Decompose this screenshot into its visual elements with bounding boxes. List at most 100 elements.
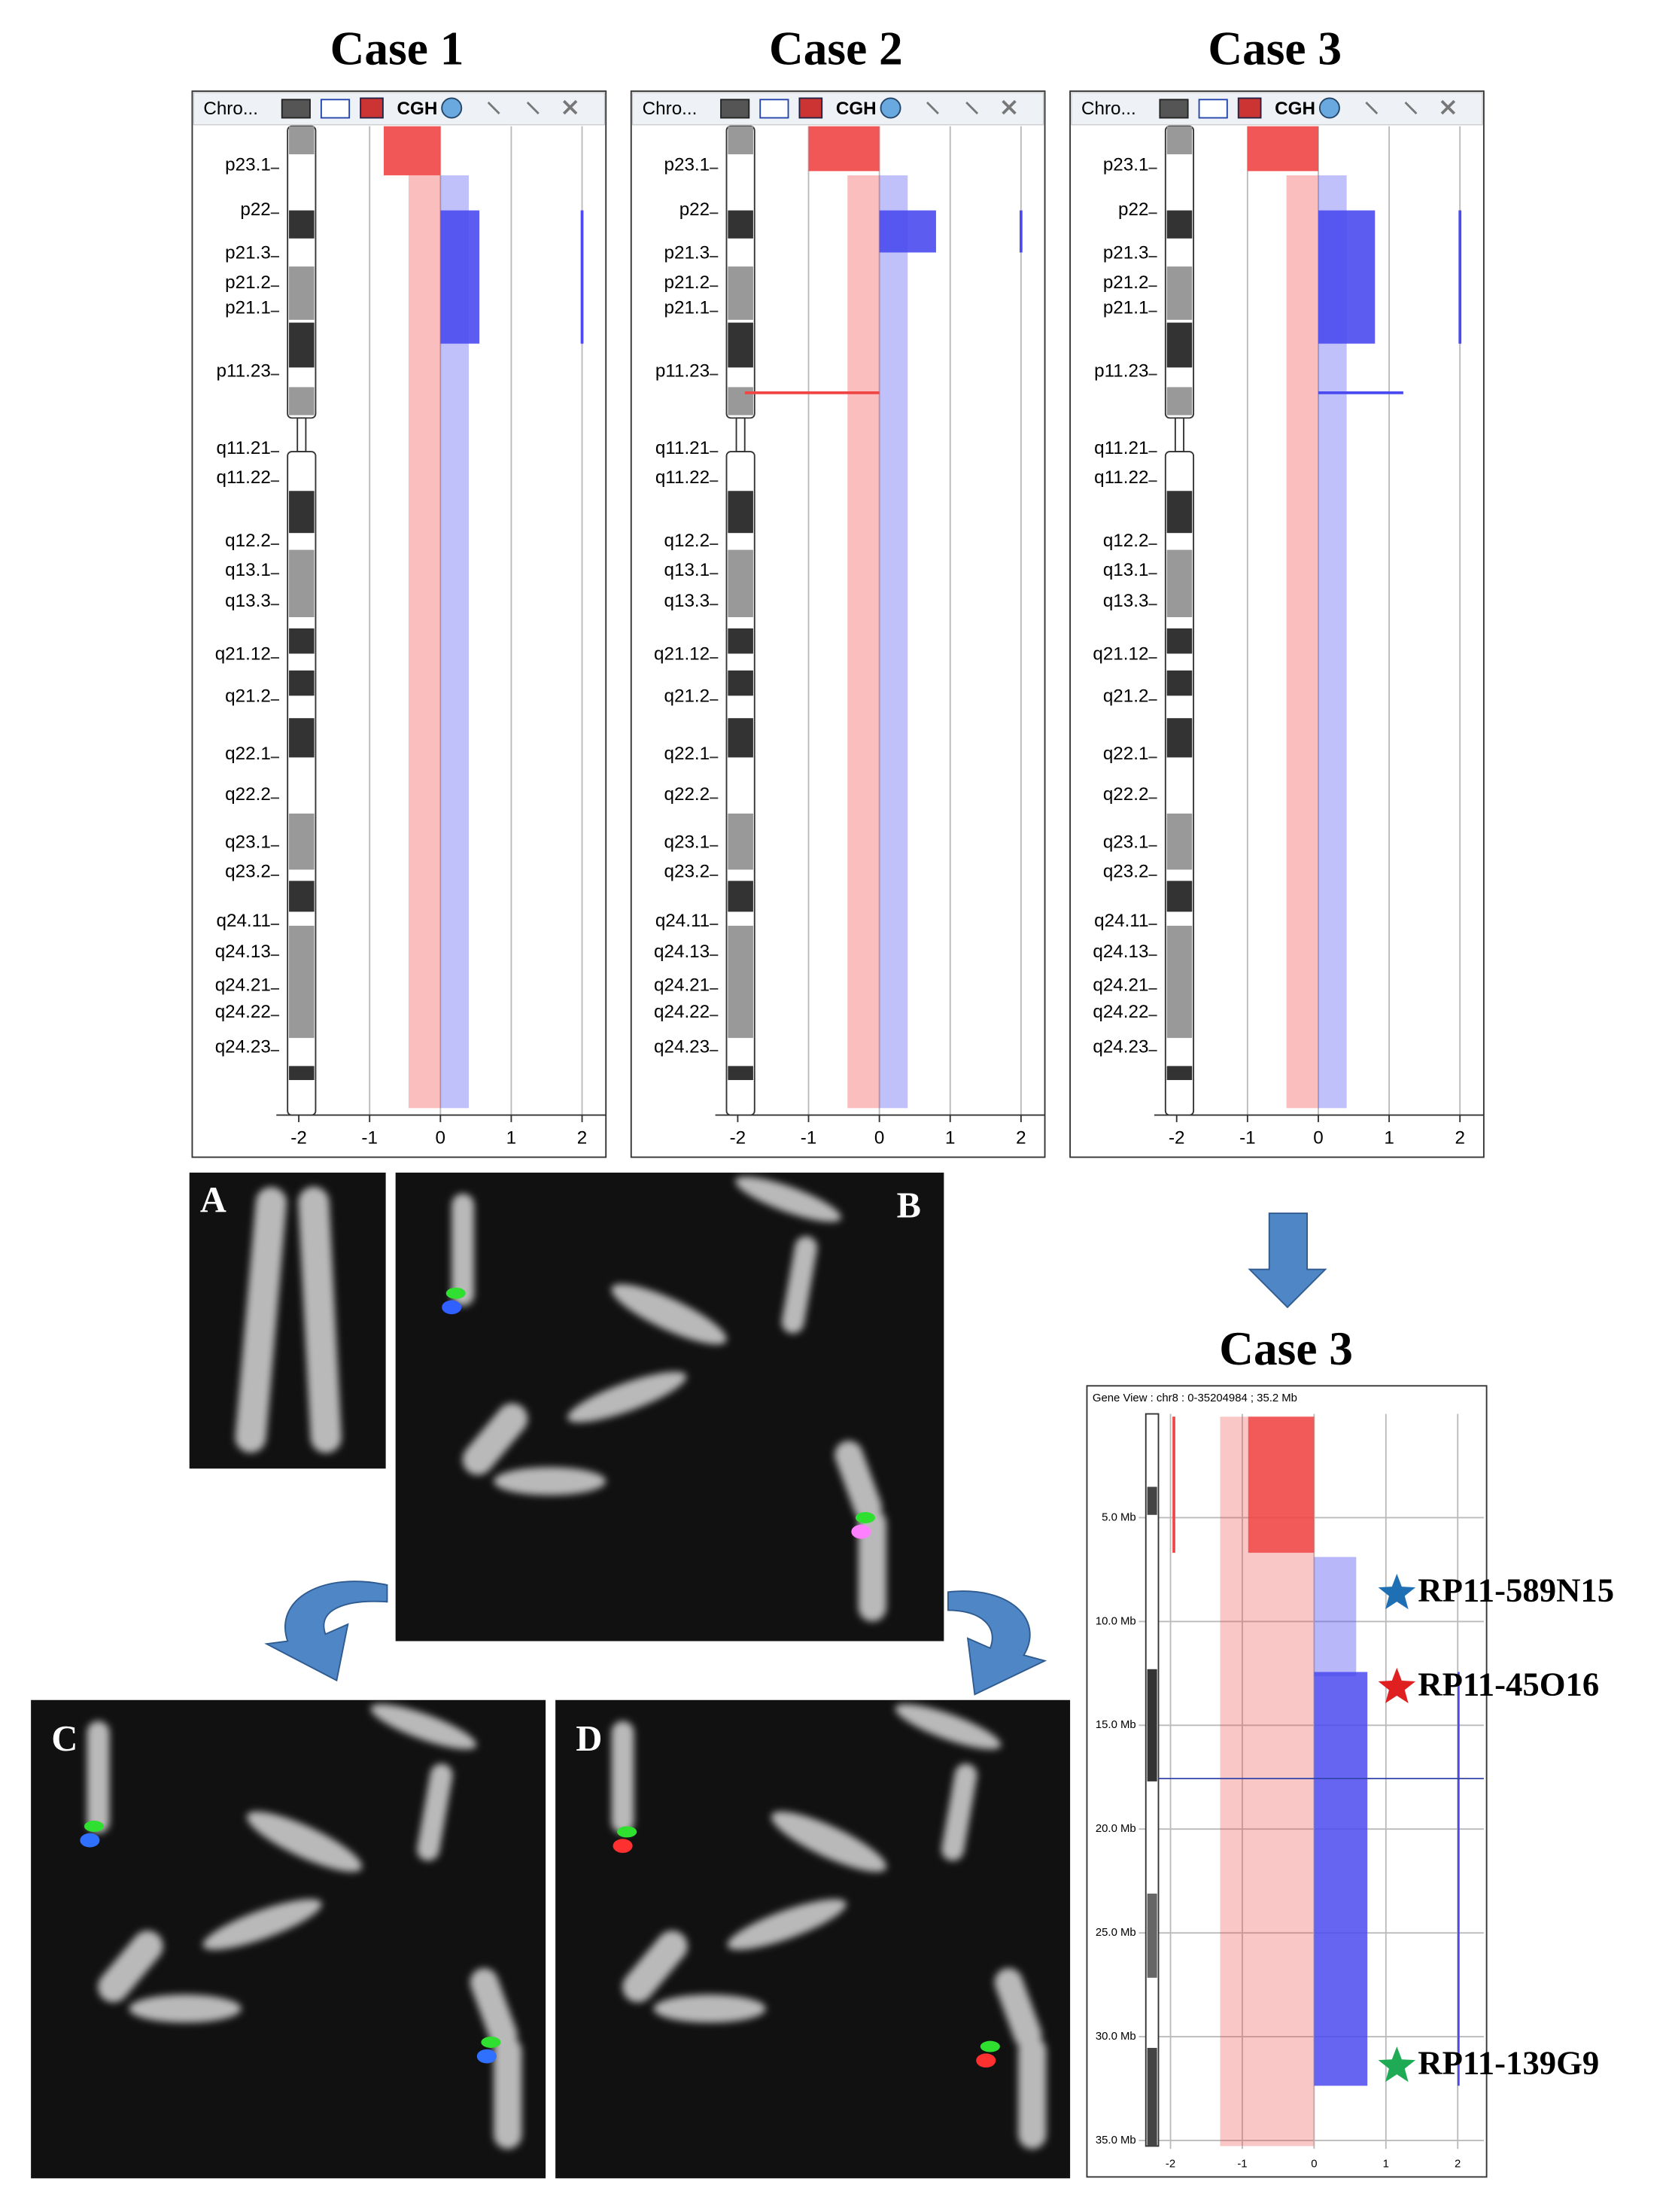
toolbar-label: Chro... [643, 99, 698, 119]
toolbar-icon [320, 99, 351, 119]
log-ratio-cloud [847, 175, 880, 1109]
band-label: q24.13 [215, 942, 271, 962]
chromosome [462, 1403, 528, 1475]
chromosome-band [289, 813, 315, 870]
panel-frame [1069, 90, 1485, 1158]
chromosome-band [289, 670, 315, 696]
toolbar-icon [1198, 99, 1228, 119]
chromosome-band [1147, 1893, 1157, 1978]
x-tick-label: -2 [1169, 1128, 1185, 1149]
close-icon [1440, 99, 1456, 115]
band-label: q22.2 [225, 784, 271, 805]
cgh-panel: Case 2 Chro... CGH -2 -1 0 1 2 p23.1 p22 p21.3 p21.… [630, 22, 1046, 1158]
chromosome-band [1166, 718, 1193, 758]
chromosome-band [289, 210, 315, 239]
chromosome-band [728, 322, 753, 368]
toolbar-icon [759, 99, 789, 119]
band-label: q23.2 [1103, 862, 1149, 882]
chromosomes [87, 1704, 522, 2150]
x-tick-label: -1 [1239, 1128, 1256, 1149]
chromosome-band [728, 813, 753, 870]
band-label: p11.23 [217, 361, 271, 381]
band-label: q24.21 [1093, 975, 1148, 996]
band-label: p22 [679, 199, 710, 220]
loss-segment [384, 126, 441, 175]
band-label: q23.2 [225, 862, 271, 882]
x-tick-label: 2 [1455, 2159, 1461, 2171]
chromosome-band [289, 1066, 315, 1081]
toolbar-badge: CGH [397, 99, 438, 119]
fish-signal [84, 1821, 105, 1832]
panel-letter: D [576, 1719, 602, 1759]
fish-signal [851, 1524, 871, 1539]
x-tick-label: 2 [1016, 1128, 1026, 1149]
chromosome [611, 1284, 727, 1345]
log-ratio-cloud [408, 175, 441, 1109]
chromosome-band [728, 266, 753, 320]
chromosome-band [728, 670, 753, 696]
chromosome-band [1166, 813, 1193, 870]
toolbar-icon [441, 97, 463, 119]
chromosome-band [728, 1066, 753, 1081]
band-label: q21.2 [1103, 686, 1149, 707]
chromosome-band [1147, 1669, 1157, 1781]
log-ratio-cloud [879, 175, 908, 1109]
chromosome [834, 1441, 883, 1522]
band-label: q22.2 [664, 784, 710, 805]
chromosome [87, 1721, 110, 1833]
band-label: p21.3 [225, 243, 271, 263]
y-tick-label: 25.0 Mb [1096, 1927, 1136, 1939]
close-icon [1002, 99, 1017, 115]
toolbar-label: Chro... [203, 99, 258, 119]
chromosome-band [728, 926, 753, 1039]
x-tick-label: 0 [436, 1128, 445, 1149]
log-ratio-cloud [1314, 1556, 1357, 1677]
y-tick-label: 20.0 Mb [1096, 1823, 1136, 1835]
panel-letter: C [51, 1719, 78, 1759]
toolbar-icon [798, 97, 823, 119]
case-title: Case 3 [1208, 22, 1342, 75]
fish-signal [481, 2037, 501, 2048]
chromosome-band [289, 718, 315, 758]
image-background [189, 1173, 386, 1469]
chromosome-band [1166, 628, 1193, 654]
panel-frame [191, 90, 607, 1158]
chromosome-band [1166, 387, 1193, 415]
y-tick-label: 10.0 Mb [1096, 1615, 1136, 1627]
x-tick-label: 1 [506, 1128, 516, 1149]
centromere [1174, 417, 1184, 453]
chromosome [895, 1704, 1002, 1750]
band-label: q24.13 [1093, 942, 1148, 962]
x-tick-label: 1 [945, 1128, 955, 1149]
chromosome-band [289, 549, 315, 618]
band-label: q21.12 [654, 644, 710, 665]
toolbar-badge: CGH [836, 99, 877, 119]
x-tick-label: 0 [1313, 1128, 1323, 1149]
toolbar-icon [1404, 102, 1418, 114]
band-label: q13.3 [225, 591, 271, 611]
chromosome [735, 1176, 841, 1222]
toolbar-icon [1237, 97, 1262, 119]
log-ratio-cloud [1286, 175, 1318, 1109]
band-label: p22 [240, 199, 270, 220]
loss-segment [1247, 126, 1318, 172]
band-label: p21.1 [1103, 297, 1149, 318]
curved-arrow [264, 1581, 388, 1682]
chromosome [653, 1994, 766, 2023]
chromosome [611, 1721, 634, 1833]
toolbar-icon [487, 102, 500, 114]
band-label: q13.1 [664, 560, 710, 580]
band-label: q24.23 [654, 1037, 710, 1057]
gene-view-title: Case 3 [1219, 1322, 1353, 1375]
fish-image [555, 1699, 1071, 2179]
toolbar-icon [965, 102, 979, 114]
band-label: q11.21 [1094, 438, 1148, 458]
x-tick-label: -1 [801, 1128, 817, 1149]
x-tick-label: -1 [361, 1128, 378, 1149]
fish-signal [976, 2053, 996, 2068]
x-tick-label: -1 [1237, 2159, 1247, 2171]
chromosome-band [1147, 2047, 1157, 2147]
chromosome-band [1166, 210, 1193, 239]
y-tick-label: 15.0 Mb [1096, 1719, 1136, 1731]
